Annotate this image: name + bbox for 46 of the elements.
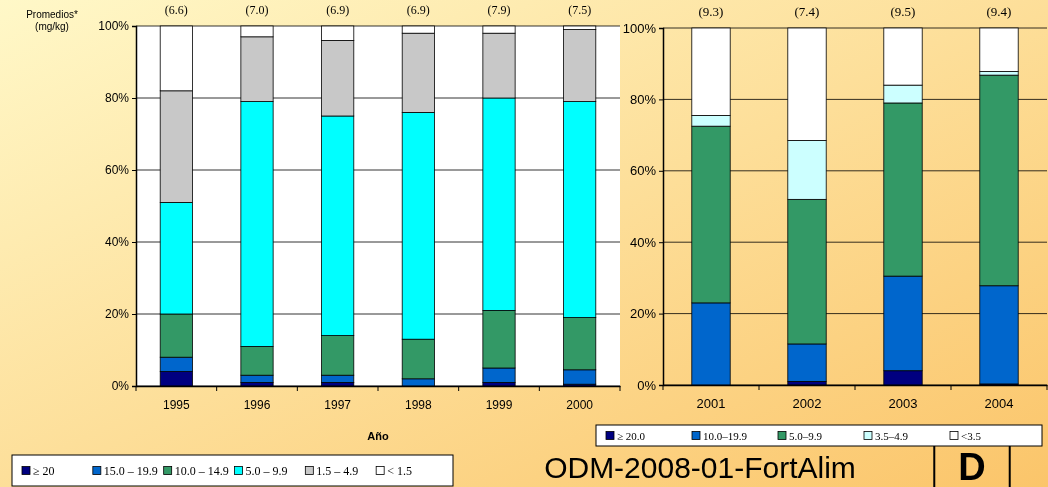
x-tick-label: 2004	[984, 396, 1014, 412]
legend-label: 5.0 – 9.9	[245, 463, 288, 478]
text: (6.9)	[406, 3, 430, 17]
y-tick-label: 60%	[104, 163, 130, 178]
legend-label: 5.0–9.9	[789, 429, 823, 442]
legend-label: 15.0 – 19.9	[103, 463, 158, 478]
text: (7.4)	[794, 4, 820, 19]
y-tick-label: 0%	[111, 379, 130, 394]
y-tick-label: 40%	[629, 234, 657, 250]
text: (7.0)	[245, 3, 269, 17]
legend-label: 1.5 – 4.9	[316, 463, 359, 478]
x-tick-label: 1995	[162, 397, 190, 412]
text: (7.9)	[487, 3, 511, 17]
y-tick-label: 20%	[629, 306, 657, 322]
text: (7.5)	[568, 3, 592, 17]
legend-label: 3.5–4.9	[875, 429, 909, 442]
text: (6.9)	[326, 3, 350, 17]
x-tick-label: 2000	[566, 397, 594, 412]
x-tick-label: 1997	[324, 397, 352, 412]
legend-label: <3.5	[961, 429, 982, 442]
legend-label: ≥ 20	[33, 463, 55, 478]
x-tick-label: 1996	[243, 397, 271, 412]
legend-label: < 1.5	[387, 463, 412, 478]
x-axis-title: Año	[367, 430, 389, 442]
y-tick-label: 100%	[98, 19, 130, 34]
y-tick-label: 20%	[104, 307, 130, 322]
text: (9.4)	[986, 4, 1012, 19]
legend-label: 10.0 – 14.9	[174, 463, 229, 478]
x-tick-label: 2001	[696, 396, 726, 412]
text: (9.5)	[890, 4, 916, 19]
y-tick-label: 80%	[104, 91, 130, 106]
text: Promedios* (mg/kg)	[26, 9, 78, 32]
text: (6.6)	[164, 3, 188, 17]
y-tick-label: 0%	[637, 377, 657, 393]
x-tick-label: 1998	[404, 397, 432, 412]
x-tick-label: 2002	[792, 396, 822, 412]
y-tick-label: 80%	[629, 92, 657, 108]
legend-label: 10.0–19.9	[703, 429, 748, 442]
text: ODM-2008-01-FortAlim	[544, 451, 856, 484]
legend-label: ≥ 20.0	[617, 429, 646, 442]
y-tick-label: 40%	[104, 235, 130, 250]
text: (9.3)	[698, 4, 724, 19]
x-tick-label: 2003	[888, 396, 918, 412]
y-tick-label: 60%	[629, 163, 657, 179]
x-tick-label: 1999	[485, 397, 513, 412]
y-tick-label: 100%	[622, 20, 657, 36]
